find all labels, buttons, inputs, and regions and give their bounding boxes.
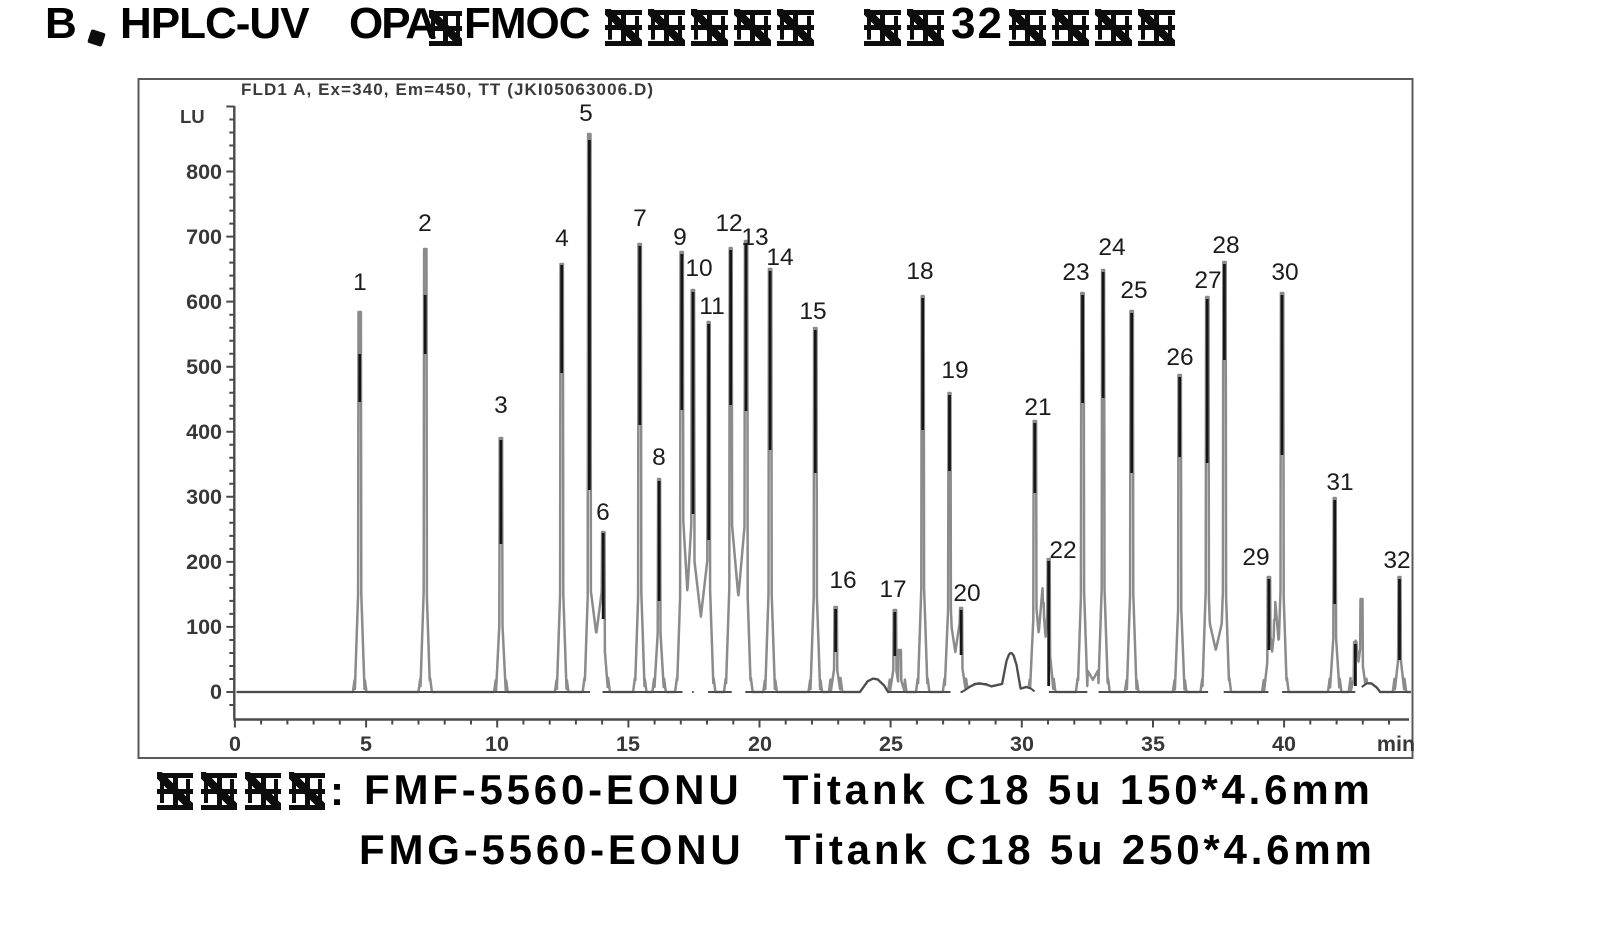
svg-text:600: 600 [186,290,222,314]
svg-text:19: 19 [941,357,968,384]
svg-text:12: 12 [715,210,742,237]
svg-text:30: 30 [1010,732,1034,756]
svg-text:800: 800 [186,160,222,184]
svg-text:31: 31 [1326,469,1353,496]
svg-text:3: 3 [494,392,508,419]
svg-text:300: 300 [186,485,222,509]
svg-text:2: 2 [418,210,432,237]
svg-text:200: 200 [186,550,222,574]
svg-text:35: 35 [1141,732,1165,756]
svg-text:min: min [1377,732,1415,756]
svg-text:FLD1 A, Ex=340, Em=450, TT (JK: FLD1 A, Ex=340, Em=450, TT (JKI05063006.… [241,80,654,99]
svg-text:10: 10 [485,732,509,756]
svg-text:16: 16 [829,567,856,594]
svg-text:17: 17 [879,576,906,603]
svg-text:14: 14 [766,244,793,271]
svg-text:21: 21 [1024,394,1051,421]
svg-text:0: 0 [229,732,241,756]
svg-text:29: 29 [1242,544,1269,571]
svg-text:25: 25 [1120,277,1147,304]
svg-text:24: 24 [1098,234,1125,261]
svg-text:5: 5 [360,732,372,756]
svg-text:6: 6 [596,499,610,526]
svg-text:20: 20 [748,732,772,756]
svg-text:23: 23 [1062,259,1089,286]
svg-text:30: 30 [1271,259,1298,286]
svg-text:100: 100 [186,615,222,639]
svg-text:LU: LU [180,106,205,127]
svg-text:1: 1 [353,269,367,296]
svg-text:9: 9 [673,224,687,251]
svg-text:10: 10 [685,255,712,282]
svg-text:400: 400 [186,420,222,444]
svg-text:32: 32 [1383,547,1410,574]
svg-text:8: 8 [652,444,666,471]
svg-text:5: 5 [579,100,593,127]
svg-text:7: 7 [633,205,647,232]
svg-text:500: 500 [186,355,222,379]
svg-text:20: 20 [953,580,980,607]
svg-text:4: 4 [555,225,569,252]
svg-text:700: 700 [186,225,222,249]
svg-text:22: 22 [1049,537,1076,564]
svg-text:18: 18 [906,258,933,285]
svg-text:26: 26 [1166,344,1193,371]
svg-text:27: 27 [1194,267,1221,294]
svg-text:15: 15 [799,298,826,325]
svg-text:28: 28 [1212,232,1239,259]
svg-text:15: 15 [616,732,640,756]
svg-text:13: 13 [741,224,768,251]
svg-text:11: 11 [699,293,724,320]
svg-text:25: 25 [879,732,903,756]
svg-text:0: 0 [210,680,222,704]
svg-text:40: 40 [1272,732,1296,756]
